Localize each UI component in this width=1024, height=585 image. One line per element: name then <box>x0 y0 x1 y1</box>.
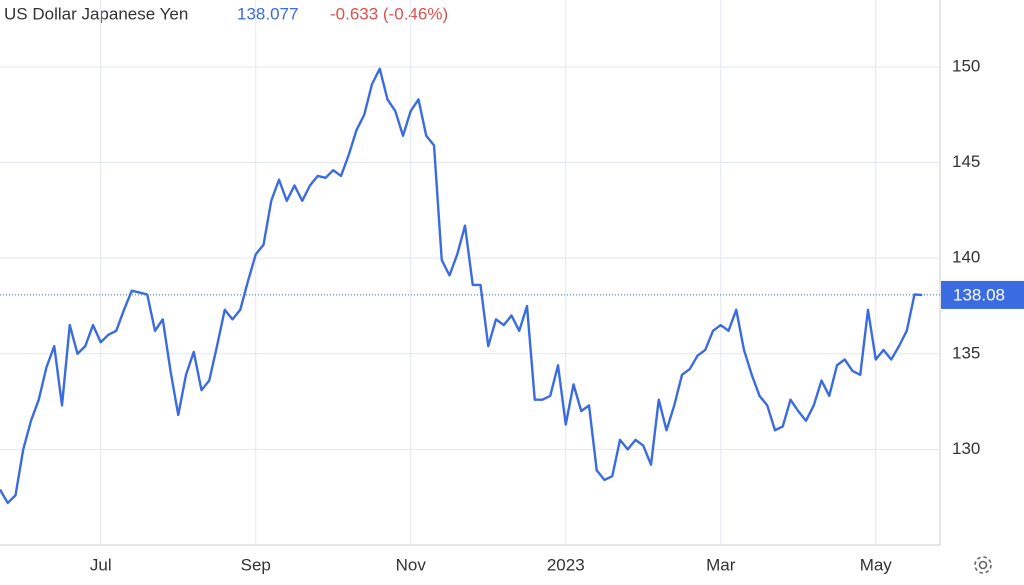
x-tick-label: Nov <box>396 555 427 574</box>
y-tick-label: 140 <box>952 248 980 267</box>
price-line <box>0 67 923 505</box>
settings-icon[interactable] <box>974 556 992 574</box>
x-tick-label: Jul <box>90 555 112 574</box>
last-price-box <box>941 280 1024 309</box>
y-tick-label: 135 <box>952 343 980 362</box>
change: -0.633 (-0.46%) <box>330 4 448 23</box>
last-price-label: 138.08 <box>953 285 1005 304</box>
x-tick-label: May <box>860 555 893 574</box>
y-tick-label: 145 <box>952 152 980 171</box>
price: 138.077 <box>237 4 298 23</box>
x-tick-label: Mar <box>706 555 736 574</box>
chart-title: US Dollar Japanese Yen <box>4 4 188 23</box>
x-tick-label: Sep <box>241 555 271 574</box>
y-tick-label: 150 <box>952 56 980 75</box>
x-tick-label: 2023 <box>547 555 585 574</box>
y-tick-label: 130 <box>952 439 980 458</box>
